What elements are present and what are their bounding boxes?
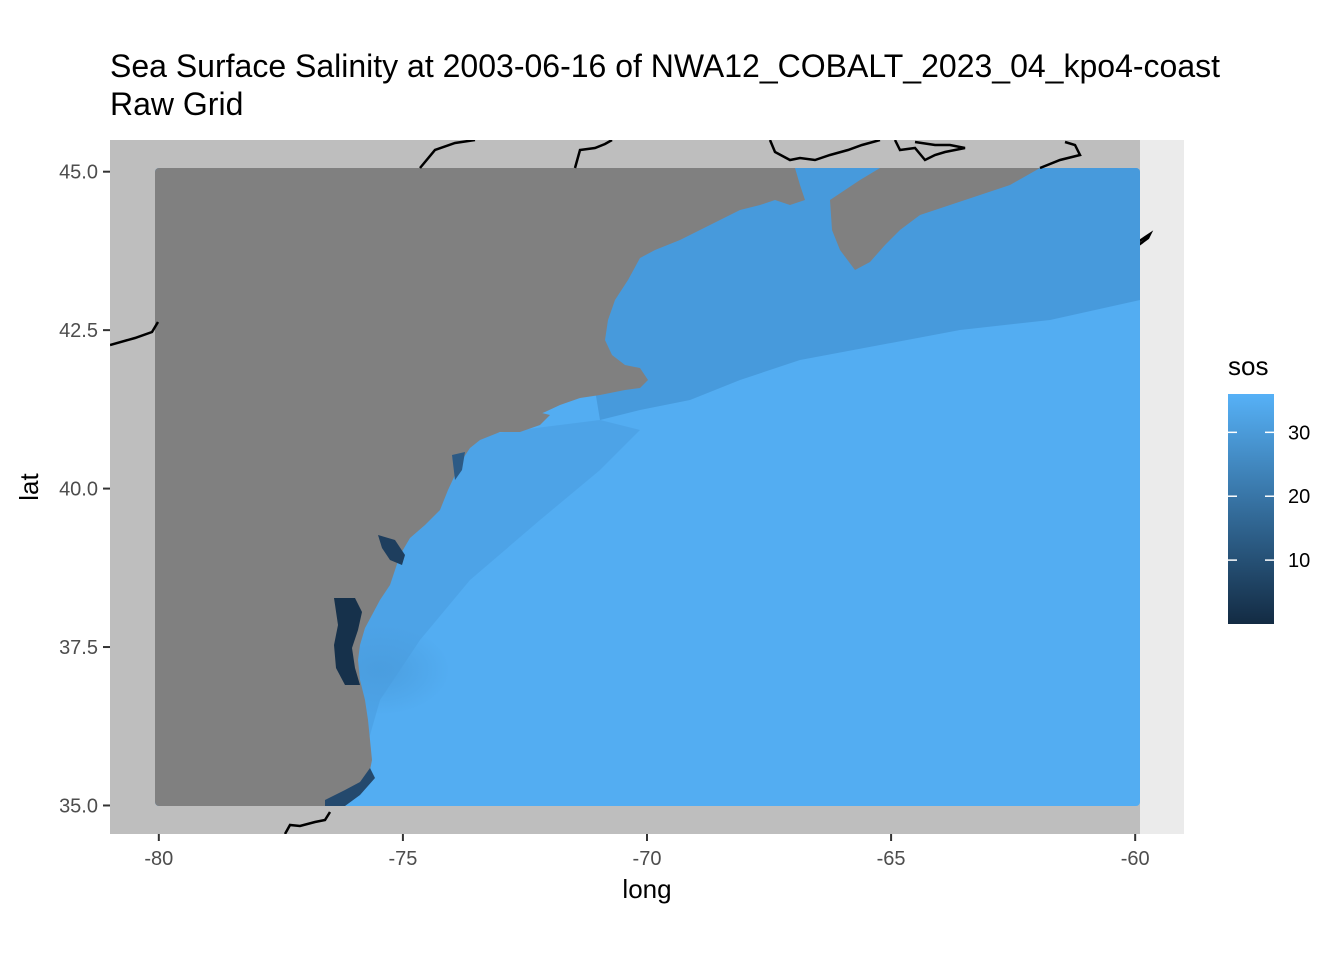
y-tick-label: 45.0: [59, 162, 98, 184]
pamlico-sound: [325, 768, 375, 806]
outer-ocean: [1140, 140, 1184, 834]
chesapeake-bay: [334, 598, 362, 685]
legend-colorbar: [1228, 394, 1274, 624]
y-axis: 35.0 37.5 40.0 42.5 45.0: [59, 162, 110, 817]
x-axis: -80 -75 -70 -65 -60: [144, 834, 1150, 870]
legend-title: sos: [1228, 351, 1268, 381]
grid-land: [155, 168, 805, 806]
legend-tick-label: 30: [1288, 422, 1310, 444]
x-tick-label: -75: [388, 848, 417, 870]
x-tick-label: -80: [144, 848, 173, 870]
x-axis-title: long: [622, 874, 671, 904]
nova-scotia-land: [830, 168, 1040, 270]
y-axis-title: lat: [14, 472, 44, 500]
x-tick-label: -70: [633, 848, 662, 870]
y-tick-label: 35.0: [59, 795, 98, 817]
chart-title-line1: Sea Surface Salinity at 2003-06-16 of NW…: [110, 48, 1220, 84]
x-tick-label: -65: [877, 848, 906, 870]
long-island: [470, 410, 550, 432]
y-tick-label: 40.0: [59, 479, 98, 501]
gulf-of-maine-shelf: [580, 168, 1140, 420]
legend-tick-label: 20: [1288, 486, 1310, 508]
x-tick-label: -60: [1121, 848, 1150, 870]
hudson-plume: [452, 452, 465, 480]
chart-title-line2: Raw Grid: [110, 86, 244, 122]
delaware-bay: [378, 535, 405, 565]
y-tick-label: 37.5: [59, 637, 98, 659]
legend: sos 10 20 30: [1228, 351, 1310, 624]
coastlines: [110, 140, 1082, 834]
legend-ticks: 10 20 30: [1228, 422, 1310, 572]
legend-tick-label: 10: [1288, 550, 1310, 572]
y-tick-label: 42.5: [59, 320, 98, 342]
